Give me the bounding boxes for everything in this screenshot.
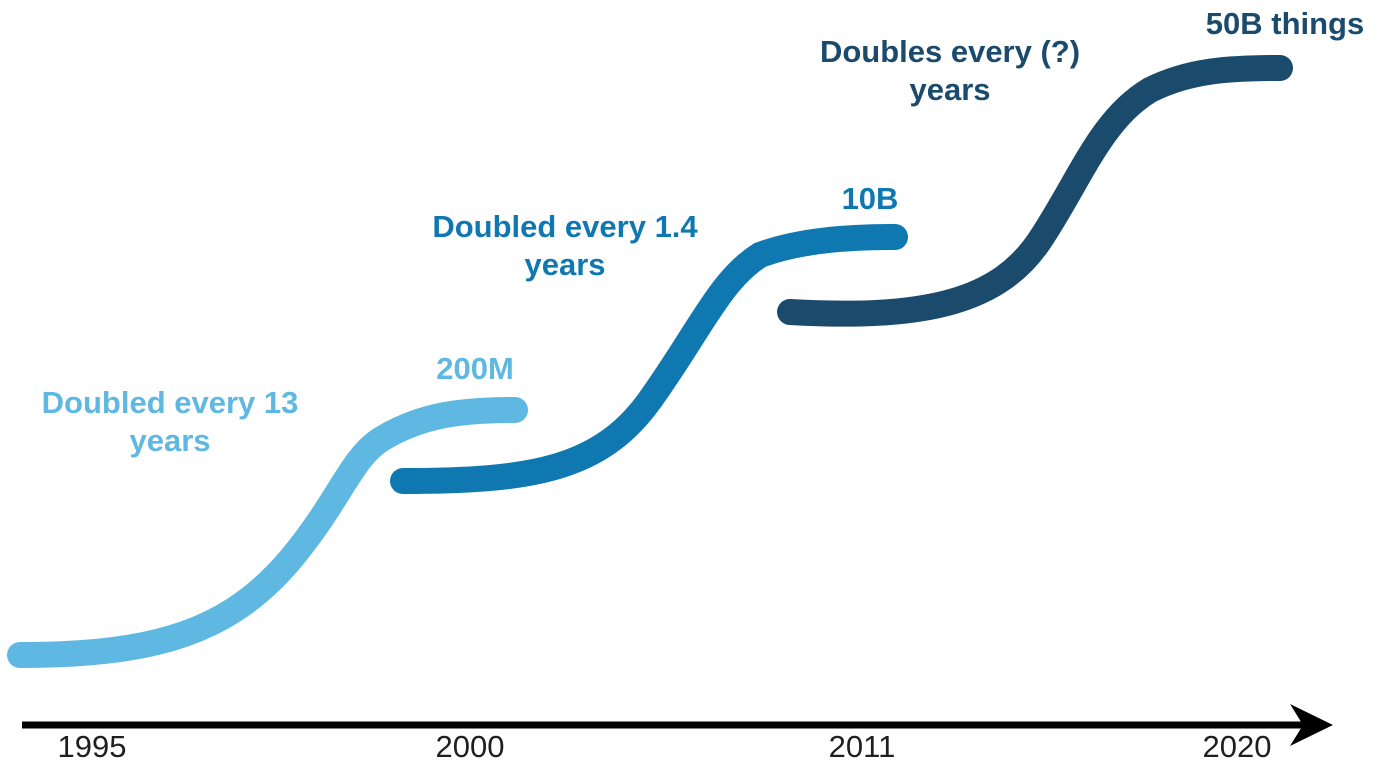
year-label-2011: 2011 — [828, 729, 896, 764]
phase-2-curve — [390, 224, 908, 494]
year-label-2020: 2020 — [1202, 729, 1272, 764]
phase-2-growth-line-2: years — [524, 247, 606, 282]
phase-3-growth-line-2: years — [909, 72, 991, 107]
year-label-1995: 1995 — [57, 729, 127, 764]
phase-3-end-value: 50B things — [1205, 6, 1365, 41]
year-label-2000: 2000 — [435, 729, 505, 764]
phase-3-growth-label: Doubles every (?) years — [790, 33, 1110, 109]
phase-1-growth-line-1: Doubled every 13 — [41, 385, 299, 420]
phase-2-growth-line-1: Doubled every 1.4 — [432, 209, 698, 244]
timeline-arrowhead — [1290, 704, 1333, 746]
phase-2-growth-label: Doubled every 1.4 years — [400, 208, 730, 284]
phase-1-growth-line-2: years — [129, 423, 211, 458]
phase-2-end-value: 10B — [841, 181, 899, 216]
phase-3-growth-line-1: Doubles every (?) — [819, 34, 1081, 69]
phase-1-curve — [7, 397, 528, 668]
phase-1-growth-label: Doubled every 13 years — [15, 384, 325, 460]
phase-1-end-value: 200M — [436, 351, 514, 386]
phase-3-curve — [777, 55, 1293, 327]
